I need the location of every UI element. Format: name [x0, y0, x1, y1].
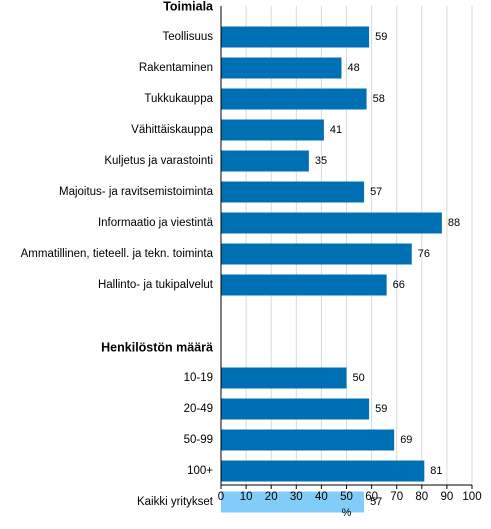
- x-axis-title: %: [342, 507, 352, 519]
- section-heading: Toimiala: [163, 0, 214, 13]
- bar: [221, 88, 367, 110]
- category-label: Hallinto- ja tukipalvelut: [98, 279, 214, 291]
- bar: [221, 212, 442, 234]
- data-label: 69: [400, 434, 412, 446]
- bar: [221, 491, 365, 513]
- bar: [221, 243, 412, 265]
- category-label: 20-49: [184, 403, 213, 415]
- category-label: 50-99: [184, 434, 213, 446]
- x-tick-label: 0: [218, 491, 224, 503]
- x-tick-label: 50: [340, 491, 353, 503]
- data-label: 50: [353, 372, 365, 384]
- category-label: Kaikki yritykset: [137, 496, 214, 508]
- x-tick-label: 30: [290, 491, 303, 503]
- bar: [221, 57, 342, 79]
- data-label: 59: [375, 31, 387, 43]
- x-axis: 0 10 20 30 40 50 60 70 80 90 100%: [218, 6, 482, 519]
- category-label: Majoitus- ja ravitsemistoiminta: [59, 186, 214, 198]
- data-label: 88: [448, 217, 460, 229]
- data-label: 58: [373, 93, 385, 105]
- category-label: Informaatio ja viestintä: [98, 217, 214, 229]
- data-label: 35: [315, 155, 327, 167]
- bar: [221, 398, 370, 420]
- value-labels: 59 48 58 41 35 57 88 76 66 50 59 69 81 57: [315, 31, 460, 508]
- category-label: 10-19: [184, 372, 213, 384]
- x-tick-label: 40: [315, 491, 328, 503]
- data-label: 48: [347, 62, 359, 74]
- category-label: Tukkukauppa: [144, 93, 213, 105]
- category-label: Rakentaminen: [139, 62, 213, 74]
- bars: [221, 26, 442, 513]
- category-label: 100+: [187, 465, 213, 477]
- data-label: 76: [418, 248, 430, 260]
- x-tick-label: 10: [240, 491, 253, 503]
- category-label: Ammatillinen, tieteell. ja tekn. toimint…: [21, 248, 214, 260]
- x-tick-label: 90: [441, 491, 454, 503]
- bar: [221, 150, 309, 172]
- bar: [221, 26, 370, 48]
- x-tick-label: 80: [415, 491, 428, 503]
- data-label: 66: [393, 279, 405, 291]
- bar: [221, 119, 324, 141]
- data-label: 59: [375, 403, 387, 415]
- data-label: 57: [370, 496, 382, 508]
- category-label: Kuljetus ja varastointi: [104, 155, 213, 167]
- x-tick-label: 60: [365, 491, 378, 503]
- bar: [221, 429, 395, 451]
- x-tick-label: 70: [390, 491, 403, 503]
- x-tick-label: 100: [462, 491, 481, 503]
- category-labels: Toimiala Teollisuus Rakentaminen Tukkukaupp…: [21, 0, 214, 508]
- bar: [221, 274, 387, 296]
- data-label: 41: [330, 124, 342, 136]
- bar: [221, 460, 425, 482]
- data-label: 57: [370, 186, 382, 198]
- bar: [221, 367, 347, 389]
- bar: [221, 181, 365, 203]
- section-heading: Henkilöstön määrä: [101, 340, 213, 354]
- category-label: Vähittäiskauppa: [131, 124, 213, 136]
- x-tick-label: 20: [265, 491, 278, 503]
- category-label: Teollisuus: [163, 31, 214, 43]
- data-label: 81: [430, 465, 442, 477]
